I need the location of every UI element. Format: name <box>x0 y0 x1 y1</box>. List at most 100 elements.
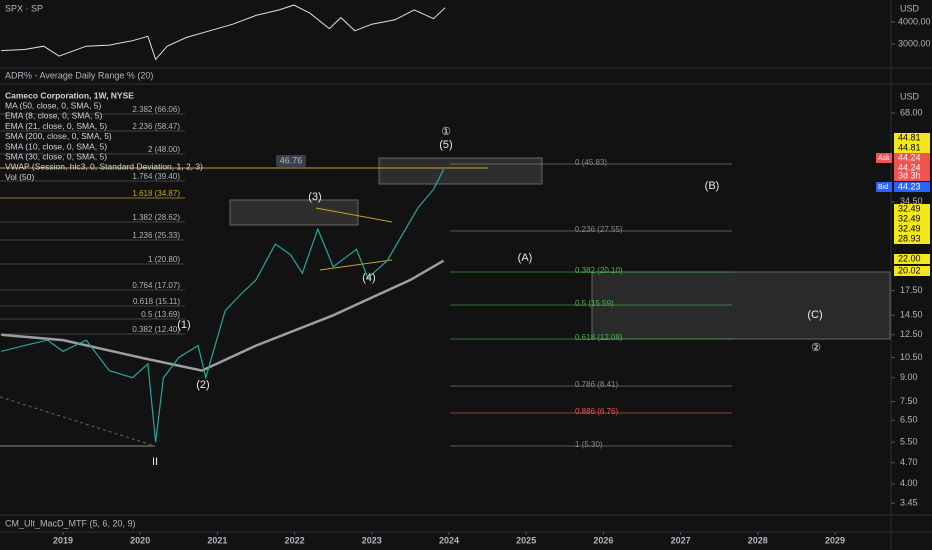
fib-label: 0.5 (15.59) <box>575 299 614 308</box>
sma-200-line <box>1 259 445 372</box>
x-tick-label: 2026 <box>593 535 613 545</box>
x-tick-label: 2027 <box>671 535 691 545</box>
price-badge-label: 44.24 <box>898 162 921 172</box>
fib-label: 0.236 (27.55) <box>575 225 623 234</box>
price-badge <box>894 204 930 214</box>
price-badge-label: 32.49 <box>898 223 921 233</box>
y-tick-label: 12.50 <box>900 329 923 339</box>
triangle-line <box>319 259 393 271</box>
price-badge-label: 44.24 <box>898 152 921 162</box>
fib-label: 0.764 (17.07) <box>132 281 180 290</box>
top-title: SPX · SP <box>5 3 43 13</box>
adr-label: ADR% - Average Daily Range % (20) <box>5 70 153 80</box>
legend-entry: SMA (10, close, 0, SMA, 5) <box>5 141 107 151</box>
y-tick-label: 5.50 <box>900 437 918 447</box>
wave-label: (2) <box>196 379 209 391</box>
fib-label: 0.886 (6.76) <box>575 407 618 416</box>
legend-entry: VWAP (Session, hlc3, 0, Standard Deviati… <box>5 162 203 172</box>
fib-label: 1.764 (39.40) <box>132 172 180 181</box>
y-tick-label: 4.70 <box>900 457 918 467</box>
triangle-line <box>315 207 393 223</box>
price-badge-label: 22.00 <box>898 253 921 263</box>
y-tick-label: 14.50 <box>900 310 923 320</box>
badge-prefix-label: Ask <box>878 155 890 162</box>
price-badge-label: 32.49 <box>898 213 921 223</box>
price-badge <box>894 133 930 143</box>
legend-entry: MA (50, close, 0, SMA, 5) <box>5 100 102 110</box>
price-tag-bg <box>276 155 306 167</box>
y-tick-label: 10.50 <box>900 352 923 362</box>
fib-label: 0.5 (13.69) <box>141 310 180 319</box>
fib-label: 1 (20.80) <box>148 255 180 264</box>
price-badge-label: 28.93 <box>898 233 921 243</box>
wave-label: (4) <box>362 272 375 284</box>
y-tick-label: 3000.00 <box>898 38 931 48</box>
fib-label: 2.382 (66.06) <box>132 105 180 114</box>
price-tag: 46.76 <box>280 155 303 165</box>
main-currency: USD <box>900 91 920 101</box>
legend-entry: EMA (21, close, 0, SMA, 5) <box>5 121 107 131</box>
spx-line <box>1 4 446 61</box>
y-tick-label: 34.50 <box>900 196 923 206</box>
fib-label: 1 (5.30) <box>575 440 603 449</box>
fib-label: 0 (45.83) <box>575 158 607 167</box>
legend-entry: SMA (200, close, 0, SMA, 5) <box>5 131 112 141</box>
wave-label: (1) <box>177 319 190 331</box>
y-tick-label: 4.00 <box>900 478 918 488</box>
fib-label: 1.618 (34.87) <box>132 189 180 198</box>
x-tick-label: 2025 <box>516 535 536 545</box>
price-badge <box>894 234 930 244</box>
price-badge <box>894 171 930 181</box>
y-tick-label: 7.50 <box>900 396 918 406</box>
price-badge <box>894 143 930 153</box>
fib-label: 1.236 (25.33) <box>132 231 180 240</box>
price-badge <box>894 214 930 224</box>
fib-label: 2 (48.00) <box>148 145 180 154</box>
legend-entry: Cameco Corporation, 1W, NYSE <box>5 90 134 100</box>
top-currency: USD <box>900 3 920 13</box>
legend-entry: EMA (8, close, 0, SMA, 5) <box>5 111 102 121</box>
fib-label: 0.618 (15.11) <box>133 297 180 306</box>
badge-prefix-label: Bid <box>878 184 888 191</box>
price-badge-label: 32.49 <box>898 203 921 213</box>
price-line <box>1 169 445 443</box>
wave-label: ② <box>811 342 821 354</box>
y-tick-label: 6.50 <box>900 415 918 425</box>
price-badge <box>894 182 930 192</box>
wave-label: (A) <box>518 252 533 264</box>
y-tick-label: 68.00 <box>900 107 923 117</box>
x-tick-label: 2029 <box>825 535 845 545</box>
fib-label: 0.382 (12.40) <box>132 325 180 334</box>
y-tick-label: 17.50 <box>900 285 923 295</box>
legend-entry: SMA (30, close, 0, SMA, 5) <box>5 151 107 161</box>
x-tick-label: 2022 <box>285 535 305 545</box>
fib-label: 1.382 (28.62) <box>132 213 180 222</box>
price-badge <box>894 254 930 264</box>
y-tick-label: 4000.00 <box>898 16 931 26</box>
fib-label: 2.236 (58.47) <box>132 122 180 131</box>
x-tick-label: 2024 <box>439 535 459 545</box>
macd-label: CM_Ult_MacD_MTF (5, 6, 20, 9) <box>5 518 136 528</box>
price-badge-label: 20.02 <box>898 265 921 275</box>
price-badge <box>894 163 930 173</box>
x-tick-label: 2019 <box>53 535 73 545</box>
y-tick-label: 9.00 <box>900 372 918 382</box>
wave-label: ① <box>441 126 451 138</box>
price-badge <box>894 224 930 234</box>
fib-label: 0.618 (12.08) <box>575 333 623 342</box>
x-tick-label: 2028 <box>748 535 768 545</box>
wave-label: II <box>152 456 158 468</box>
price-badge-label: 44.23 <box>898 181 921 191</box>
fib-label: 0.786 (8.41) <box>575 380 618 389</box>
wave-label: (B) <box>705 180 720 192</box>
price-badge-label: 44.81 <box>898 132 921 142</box>
wave-label: (3) <box>308 191 321 203</box>
badge-prefix <box>876 153 892 163</box>
badge-prefix <box>876 182 892 192</box>
fib-label: 0.382 (20.10) <box>575 266 623 275</box>
x-tick-label: 2020 <box>130 535 150 545</box>
price-badge <box>894 266 930 276</box>
legend-entry: Vol (50) <box>5 172 34 182</box>
zone-box <box>229 199 359 226</box>
